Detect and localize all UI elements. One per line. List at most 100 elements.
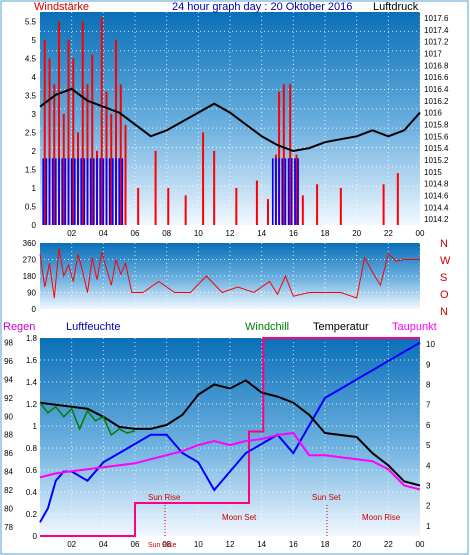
humidity-tick-label: 88 [4,431,13,440]
wind-mean-bar [96,158,98,225]
wind-gust-bar [100,17,103,226]
temperature-tick-label: 7 [426,401,431,410]
sun-rise-annotation: Sun Rise [148,493,181,502]
pressure-tick-label: 1016 [424,109,442,118]
hour-tick-label: 14 [257,540,266,549]
wind-gust-bar [86,84,89,226]
wind-gust-bar [110,113,113,225]
pressure-line [39,87,421,153]
temperature-tick-label: 8 [426,380,431,389]
wind-gust-bar [167,187,170,225]
wind-gust-bar [396,173,399,225]
hour-tick-label: 06 [131,540,140,549]
hour-tick-label: 04 [99,229,108,238]
wind-gust-bar [67,39,70,225]
pressure-tick-label: 1014.4 [424,203,449,212]
wind-mean-bar [290,158,293,225]
wind-mean-bar [115,158,117,225]
temperature-tick-label: 6 [426,421,431,430]
hour-tick-label: 20 [352,540,361,549]
pressure-title: Luftdruck [373,1,419,13]
rain-line [40,337,420,537]
wind-gust-bar [282,84,285,226]
humidity-tick-label: 78 [4,523,13,532]
rain-tick-label: 1.6 [26,356,38,365]
hour-tick-label: 20 [352,229,361,238]
wind-gust-bar [91,54,94,225]
wind-tick-label: 5.5 [25,17,37,26]
humidity-tick-label: 96 [4,357,13,366]
temperature-tick-label: 2 [426,502,431,511]
compass-label: O [440,289,449,301]
hour-tick-label: 02 [67,229,76,238]
wind-gust-bar [213,150,216,225]
hour-tick-label: 14 [257,229,266,238]
compass-label: N [440,238,448,250]
pressure-tick-label: 1015 [424,168,442,177]
rain-title: Regen [3,321,35,333]
climate-grid [40,338,421,536]
wind-gust-bar [62,113,65,225]
windchill-line [39,402,136,437]
wind-mean-bar [105,158,108,225]
hour-tick-label: 18 [321,540,330,549]
rain-tick-label: 0.4 [26,488,38,497]
humidity-title: Luftfeuchte [66,321,120,333]
wind-mean-bar [108,158,111,225]
wind-mean-bar [89,158,92,225]
wind-tick-label: 0.5 [25,202,37,211]
wind-pressure-grid [40,12,421,225]
rain-tick-label: 1.2 [26,400,38,409]
pressure-tick-label: 1016.6 [424,73,449,82]
dewpoint-line [39,431,421,491]
hour-tick-label: 12 [226,229,235,238]
wind-gust-bar [48,58,51,225]
compass-label: N [440,306,448,318]
wind-mean-bar [74,158,76,225]
rain-tick-label: 1.4 [26,378,38,387]
hour-tick-label: 22 [384,540,393,549]
pressure-tick-label: 1014.8 [424,180,449,189]
rain-tick-label: 0.2 [26,510,38,519]
humidity-axis-ticks: 78 80 82 84 86 88 90 92 94 96 98 [4,339,13,532]
wind-gust-bar [53,84,56,226]
wind-direction-line [39,248,420,299]
wind-mean-bar [51,158,54,225]
compass-label: W [440,255,451,267]
climate-panel: 00.20.40.60.811.21.41.61.8 7880828486889… [3,321,437,549]
pressure-tick-label: 1017.4 [424,26,449,35]
temperature-tick-label: 3 [426,481,431,490]
temperature-tick-label: 9 [426,360,431,369]
hour-tick-label: 04 [99,540,108,549]
wind-mean-bar [275,158,277,225]
humidity-tick-label: 94 [4,375,13,384]
wind-mean-bar [278,158,280,225]
wind-gust-bar [72,58,75,225]
direction-tick-label: 0 [32,305,37,314]
wind-tick-label: 2 [32,147,37,156]
rain-tick-label: 0.8 [26,444,38,453]
hour-tick-label: 00 [416,540,425,549]
temperature-tick-label: 1 [426,522,431,531]
wind-mean-bar [70,158,73,225]
hour-tick-label: 10 [194,540,203,549]
hour-tick-label: 06 [131,229,140,238]
pressure-tick-label: 1016.4 [424,85,449,94]
wind-tick-label: 3.5 [25,91,37,100]
wind-mean-bar [80,158,82,225]
wind-mean-bar [61,158,63,225]
compass-label: S [440,272,447,284]
hour-tick-label: 18 [321,229,330,238]
wind-gust-bar [137,187,140,225]
rain-axis-ticks: 0 0.2 0.4 0.6 0.8 1 1.2 1.4 1.6 1.8 [26,334,38,541]
wind-mean-bar [297,158,299,225]
wind-tick-label: 1 [32,184,37,193]
rain-tick-label: 0.6 [26,466,38,475]
humidity-tick-label: 90 [4,412,13,421]
wind-gust-bar [316,184,319,225]
wind-tick-label: 5 [32,36,37,45]
wind-mean-bar [67,158,70,225]
temperature-tick-label: 5 [426,441,431,450]
